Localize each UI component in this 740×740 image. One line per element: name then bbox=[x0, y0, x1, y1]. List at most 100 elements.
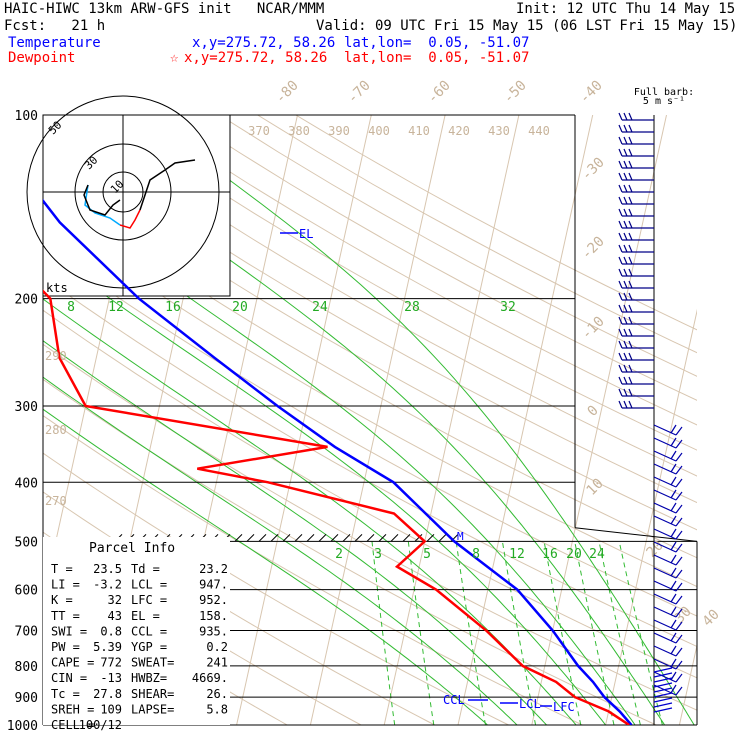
hatch-mark bbox=[318, 534, 327, 542]
pressure-tick-label: 300 bbox=[15, 400, 38, 415]
wind-barb-shaft bbox=[653, 677, 673, 683]
wind-barb-flag bbox=[623, 136, 628, 145]
parcel-field-label: Tc = bbox=[51, 687, 80, 701]
thetae-label: 12 bbox=[108, 300, 124, 315]
wind-barb-shaft bbox=[653, 489, 677, 501]
hatch-mark bbox=[438, 534, 447, 542]
parcel-field-value: 158. bbox=[199, 609, 228, 623]
mixing-ratio-line bbox=[407, 541, 435, 725]
wind-barb-flag bbox=[623, 256, 628, 265]
wind-barb-flag bbox=[670, 580, 677, 590]
wind-barb-shaft bbox=[653, 671, 677, 683]
parcel-field-value: 27.8 bbox=[93, 687, 122, 701]
wind-barb-flag bbox=[618, 352, 623, 361]
wind-barb-shaft bbox=[653, 476, 677, 488]
wind-barb-flag bbox=[628, 388, 633, 397]
dry-adiabat-line bbox=[43, 124, 697, 504]
dewpoint-marker-icon: ☆ bbox=[170, 50, 179, 66]
wind-barb-flag bbox=[623, 232, 628, 241]
wind-barb-shaft bbox=[653, 632, 677, 644]
wind-barb-flag bbox=[618, 232, 623, 241]
isotherm-label: -70 bbox=[345, 78, 374, 107]
parcel-info-background bbox=[43, 537, 230, 725]
wind-barbs bbox=[618, 112, 683, 725]
wind-barb-flag bbox=[618, 172, 623, 181]
parcel-field-value: 43 bbox=[108, 609, 122, 623]
wind-barb-flag bbox=[623, 280, 628, 289]
dry-adiabat-line bbox=[43, 378, 657, 725]
wind-barb-flag bbox=[670, 463, 677, 473]
wind-barb-flag bbox=[628, 148, 633, 157]
parcel-field-value: 0.8 bbox=[100, 624, 122, 638]
isotherm-label: -60 bbox=[425, 78, 454, 107]
wind-barb-flag bbox=[623, 340, 628, 349]
wind-barb-flag bbox=[623, 364, 628, 373]
wind-barb-flag bbox=[623, 328, 628, 337]
wind-barb-shaft bbox=[653, 707, 673, 713]
wind-barb-flag bbox=[675, 647, 683, 657]
hodograph-trace-lower bbox=[83, 184, 121, 216]
mixing-ratio-label: 2 bbox=[335, 547, 343, 562]
wind-barb-flag bbox=[675, 660, 683, 670]
mixing-ratio-label: 24 bbox=[589, 547, 605, 562]
wind-barb-flag bbox=[618, 208, 623, 217]
wind-barb-shaft bbox=[653, 437, 677, 449]
moist-adiabat-line bbox=[43, 192, 636, 725]
dry-adiabat-line bbox=[43, 183, 697, 559]
parcel-field-label: SHEAR= bbox=[131, 687, 174, 701]
dry-adiabat-line bbox=[180, 115, 697, 401]
wind-barb-flag bbox=[623, 112, 628, 121]
isotherm-label: -80 bbox=[273, 78, 302, 107]
moist-adiabat-line bbox=[43, 340, 547, 725]
mixing-ratio-line bbox=[598, 541, 641, 725]
wind-barb-flag bbox=[628, 208, 633, 217]
wind-barb-flag bbox=[623, 196, 628, 205]
hatch-mark bbox=[234, 534, 243, 542]
barb-legend-title: Full barb: bbox=[634, 87, 694, 98]
wind-barb-shaft bbox=[653, 667, 673, 673]
wind-barb-shaft bbox=[653, 697, 673, 703]
hatch-mark bbox=[330, 534, 339, 542]
wind-barb-flag bbox=[618, 400, 623, 409]
mixing-ratio-label: 16 bbox=[542, 547, 558, 562]
thetae-label: 32 bbox=[500, 300, 516, 315]
wind-barb-flag bbox=[628, 160, 633, 169]
wind-barb-flag bbox=[670, 554, 677, 564]
wind-barb-flag bbox=[675, 504, 683, 514]
wind-barb-flag bbox=[675, 556, 683, 566]
wind-barb-shaft bbox=[653, 672, 673, 678]
wind-barb-flag bbox=[623, 220, 628, 229]
dry-adiabat-line bbox=[104, 115, 697, 451]
wind-barb-shaft bbox=[653, 692, 673, 698]
parcel-field-label: LAPSE= bbox=[131, 702, 174, 716]
wind-barb-flag bbox=[618, 244, 623, 253]
wind-barb-flag bbox=[670, 619, 677, 629]
temperature-latlon: lat,lon= 0.05, -51.07 bbox=[344, 35, 530, 51]
wind-barb-flag bbox=[670, 684, 677, 694]
parcel-field-label: T = bbox=[51, 562, 73, 576]
wind-barb-flag bbox=[618, 124, 623, 133]
parcel-field-label: SREH = bbox=[51, 702, 94, 716]
valid-time: Valid: 09 UTC Fri 15 May 15 (06 LST Fri … bbox=[316, 18, 738, 34]
wind-barb-shaft bbox=[653, 687, 673, 693]
dry-adiabat-label: 380 bbox=[288, 124, 310, 138]
wind-barb-flag bbox=[675, 452, 683, 462]
wind-barb-flag bbox=[618, 340, 623, 349]
init-time: Init: 12 UTC Thu 14 May 15 bbox=[516, 1, 736, 17]
wind-barb-flag bbox=[618, 268, 623, 277]
wind-barb-shaft bbox=[653, 580, 677, 592]
wind-barb-flag bbox=[670, 489, 677, 499]
wind-barb-flag bbox=[675, 491, 683, 501]
barb-legend-units: 5 m s⁻¹ bbox=[643, 96, 685, 107]
wind-barb-flag bbox=[628, 400, 633, 409]
wind-barb-shaft bbox=[653, 463, 677, 475]
wind-barb-shaft bbox=[653, 450, 677, 462]
wind-barb-flag bbox=[628, 376, 633, 385]
dry-adiabat-label: 290 bbox=[45, 349, 67, 363]
parcel-field-label: LI = bbox=[51, 578, 80, 592]
wind-barb-shaft bbox=[653, 541, 677, 553]
parcel-field-value: -3.2 bbox=[93, 578, 122, 592]
pressure-tick-label: 500 bbox=[15, 535, 38, 550]
wind-barb-flag bbox=[675, 569, 683, 579]
